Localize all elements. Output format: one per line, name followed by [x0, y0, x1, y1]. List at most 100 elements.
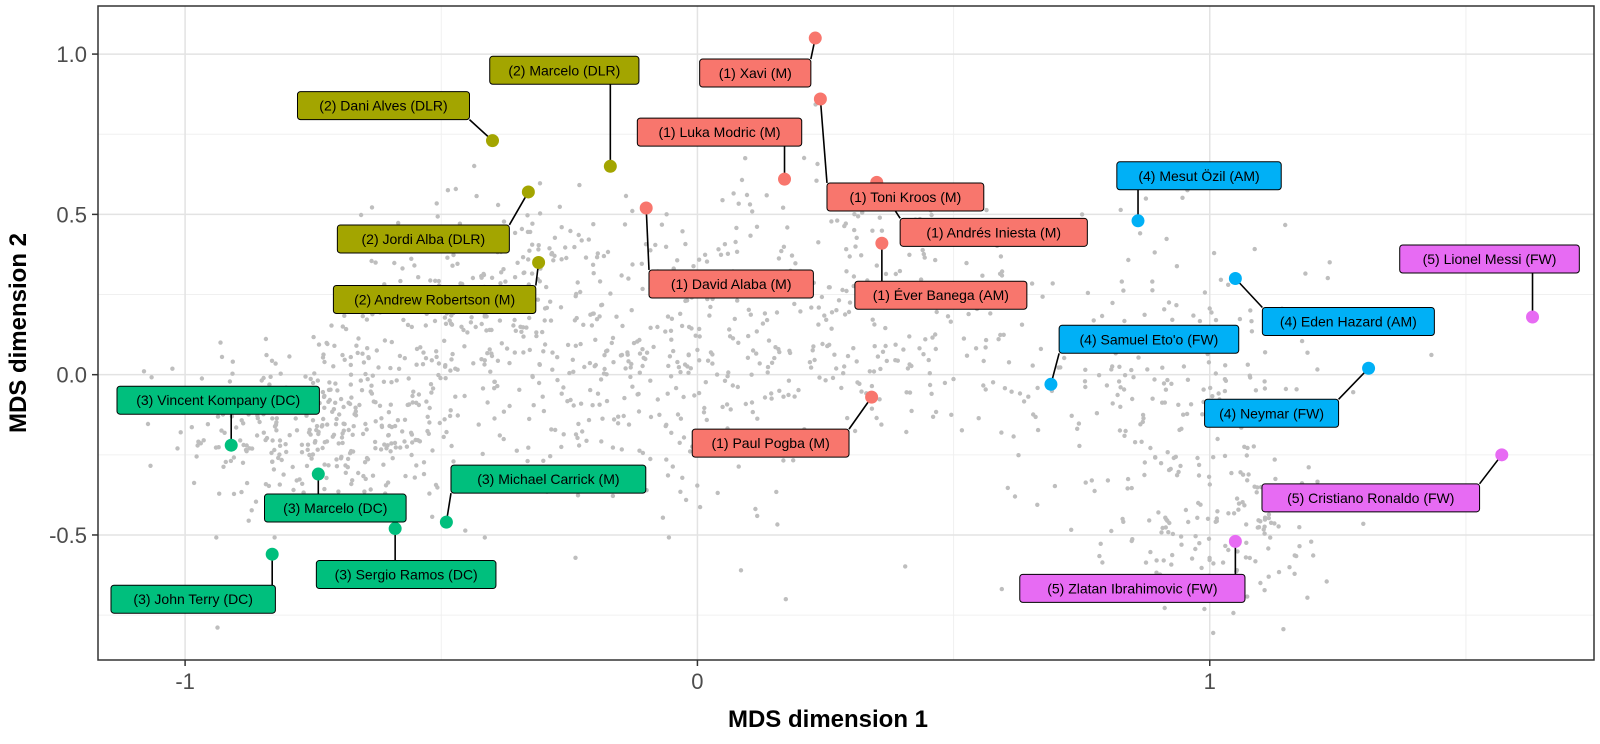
- background-point: [548, 299, 553, 304]
- background-point: [489, 327, 494, 333]
- background-point: [347, 401, 353, 407]
- background-point: [697, 504, 703, 510]
- background-point: [755, 416, 760, 421]
- background-point: [420, 362, 426, 367]
- background-point: [710, 361, 715, 366]
- background-point: [883, 325, 888, 331]
- background-point: [996, 337, 1001, 342]
- background-point: [755, 513, 760, 519]
- background-point: [1252, 246, 1257, 252]
- point-label-text: (2) Jordi Alba (DLR): [362, 231, 486, 247]
- background-point: [480, 386, 486, 391]
- background-point: [378, 447, 384, 452]
- background-point: [922, 255, 927, 260]
- background-point: [219, 428, 224, 433]
- background-point: [548, 318, 554, 323]
- background-point: [409, 324, 414, 330]
- background-point: [1216, 391, 1221, 396]
- background-point: [855, 380, 860, 385]
- background-point: [701, 410, 707, 415]
- background-point: [1215, 436, 1220, 442]
- background-point: [1129, 367, 1134, 373]
- background-point: [682, 362, 688, 367]
- background-point: [1196, 462, 1202, 468]
- background-point: [1213, 317, 1219, 323]
- labelled-point: [875, 236, 889, 250]
- background-point: [484, 328, 489, 333]
- background-point: [364, 317, 370, 322]
- background-point: [437, 420, 442, 426]
- background-point: [648, 325, 653, 330]
- background-point: [1158, 461, 1164, 466]
- background-point: [355, 350, 360, 356]
- background-point: [1246, 472, 1251, 477]
- background-point: [189, 425, 194, 430]
- background-point: [402, 417, 408, 422]
- background-point: [348, 448, 354, 454]
- background-point: [653, 242, 658, 248]
- background-point: [383, 483, 389, 488]
- label-connector: [819, 98, 828, 184]
- background-point: [1089, 478, 1095, 483]
- background-point: [218, 340, 223, 345]
- background-point: [829, 326, 834, 331]
- panel-border: [97, 5, 1595, 661]
- background-point: [402, 439, 407, 444]
- background-point: [1324, 579, 1329, 584]
- background-point: [148, 463, 153, 468]
- background-point: [640, 363, 645, 369]
- background-point: [660, 515, 666, 520]
- background-point: [611, 417, 617, 422]
- point-label-text: (1) Andrés Iniesta (M): [926, 224, 1061, 240]
- background-point: [228, 458, 234, 464]
- background-point: [697, 334, 702, 339]
- background-point: [434, 349, 439, 354]
- background-point: [221, 464, 226, 469]
- background-point: [639, 261, 644, 266]
- background-point: [871, 369, 877, 374]
- point-label-text: (4) Neymar (FW): [1219, 405, 1324, 421]
- background-point: [195, 443, 200, 448]
- point-label: (1) Toni Kroos (M): [826, 182, 985, 212]
- background-point: [807, 360, 813, 365]
- background-point: [787, 350, 793, 356]
- background-point: [308, 376, 313, 382]
- background-point: [404, 444, 410, 449]
- background-point: [762, 395, 768, 400]
- background-point: [1211, 250, 1217, 256]
- background-point: [353, 413, 359, 418]
- background-point: [530, 374, 535, 380]
- background-point: [1170, 552, 1175, 558]
- background-point: [449, 443, 454, 449]
- background-point: [559, 444, 564, 450]
- background-point: [1136, 355, 1141, 360]
- background-point: [400, 429, 405, 434]
- background-point: [1169, 381, 1174, 386]
- background-point: [263, 336, 269, 342]
- point-label-box: [450, 464, 647, 494]
- labelled-point: [639, 201, 653, 215]
- background-point: [622, 222, 628, 227]
- background-point: [492, 386, 497, 391]
- background-point: [303, 374, 308, 379]
- background-point: [791, 458, 796, 463]
- background-point: [1140, 412, 1146, 418]
- background-point: [845, 415, 850, 421]
- background-point: [266, 483, 272, 489]
- background-point: [1038, 346, 1044, 352]
- background-point: [1166, 530, 1171, 535]
- background-point: [453, 186, 458, 192]
- background-point: [1076, 421, 1082, 426]
- background-point: [348, 382, 353, 387]
- background-point: [609, 340, 614, 346]
- background-point: [1176, 469, 1181, 475]
- background-point: [216, 445, 221, 450]
- background-point: [708, 304, 713, 310]
- background-point: [597, 314, 602, 319]
- background-point: [577, 182, 582, 188]
- background-point: [1148, 445, 1153, 451]
- background-point: [614, 314, 619, 319]
- background-point: [513, 328, 518, 333]
- background-point: [354, 343, 359, 348]
